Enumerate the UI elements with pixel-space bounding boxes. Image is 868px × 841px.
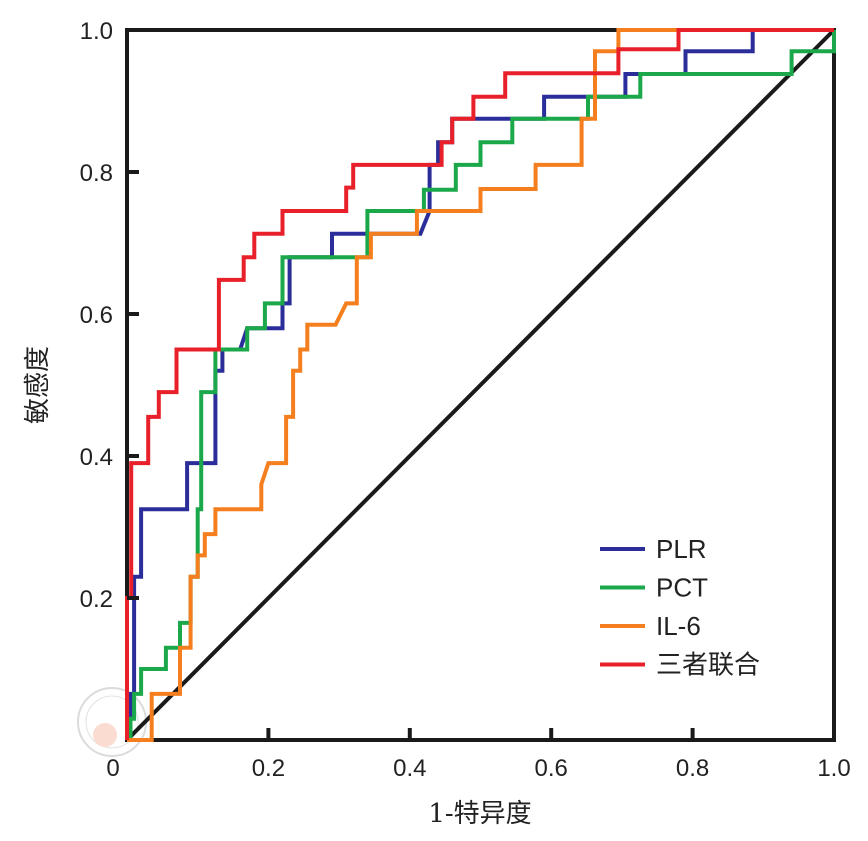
- y-tick-label: 0.2: [80, 586, 113, 613]
- legend-item: PCT: [600, 573, 708, 603]
- legend: PLR PCT IL-6 三者联合: [600, 534, 760, 680]
- series-line-3: [125, 28, 834, 740]
- x-tick-label: 0.2: [252, 755, 285, 782]
- series-layer: [125, 28, 836, 742]
- legend-item: PLR: [600, 534, 707, 564]
- x-axis-title: 1-特异度: [428, 799, 531, 829]
- plot-frame: [125, 28, 836, 742]
- y-tick-label: 0.4: [80, 444, 113, 471]
- legend-label: IL-6: [656, 611, 701, 641]
- reference-diagonal-line: [125, 28, 836, 742]
- y-tick-label: 0.8: [80, 160, 113, 187]
- x-tick-label: 0: [106, 755, 119, 782]
- x-tick-label: 0.8: [676, 755, 709, 782]
- series-line-2: [127, 28, 834, 742]
- plot-border: [125, 28, 836, 742]
- legend-item: 三者联合: [600, 650, 760, 680]
- y-axis-title: 敏感度: [23, 346, 53, 424]
- x-tick-label: 1.0: [817, 755, 850, 782]
- legend-label: 三者联合: [656, 650, 760, 680]
- legend-label: PCT: [656, 573, 708, 603]
- y-tick-label: 0.6: [80, 302, 113, 329]
- legend-item: IL-6: [600, 611, 701, 641]
- x-tick-label: 0.6: [535, 755, 568, 782]
- x-tick-label: 0.4: [393, 755, 426, 782]
- axis-ticks: 0 0.2 0.4 0.6 0.8 1.0 0.2 0.4 0.6 0.8 1.0: [80, 18, 851, 782]
- legend-label: PLR: [656, 534, 707, 564]
- y-tick-label: 1.0: [80, 18, 113, 45]
